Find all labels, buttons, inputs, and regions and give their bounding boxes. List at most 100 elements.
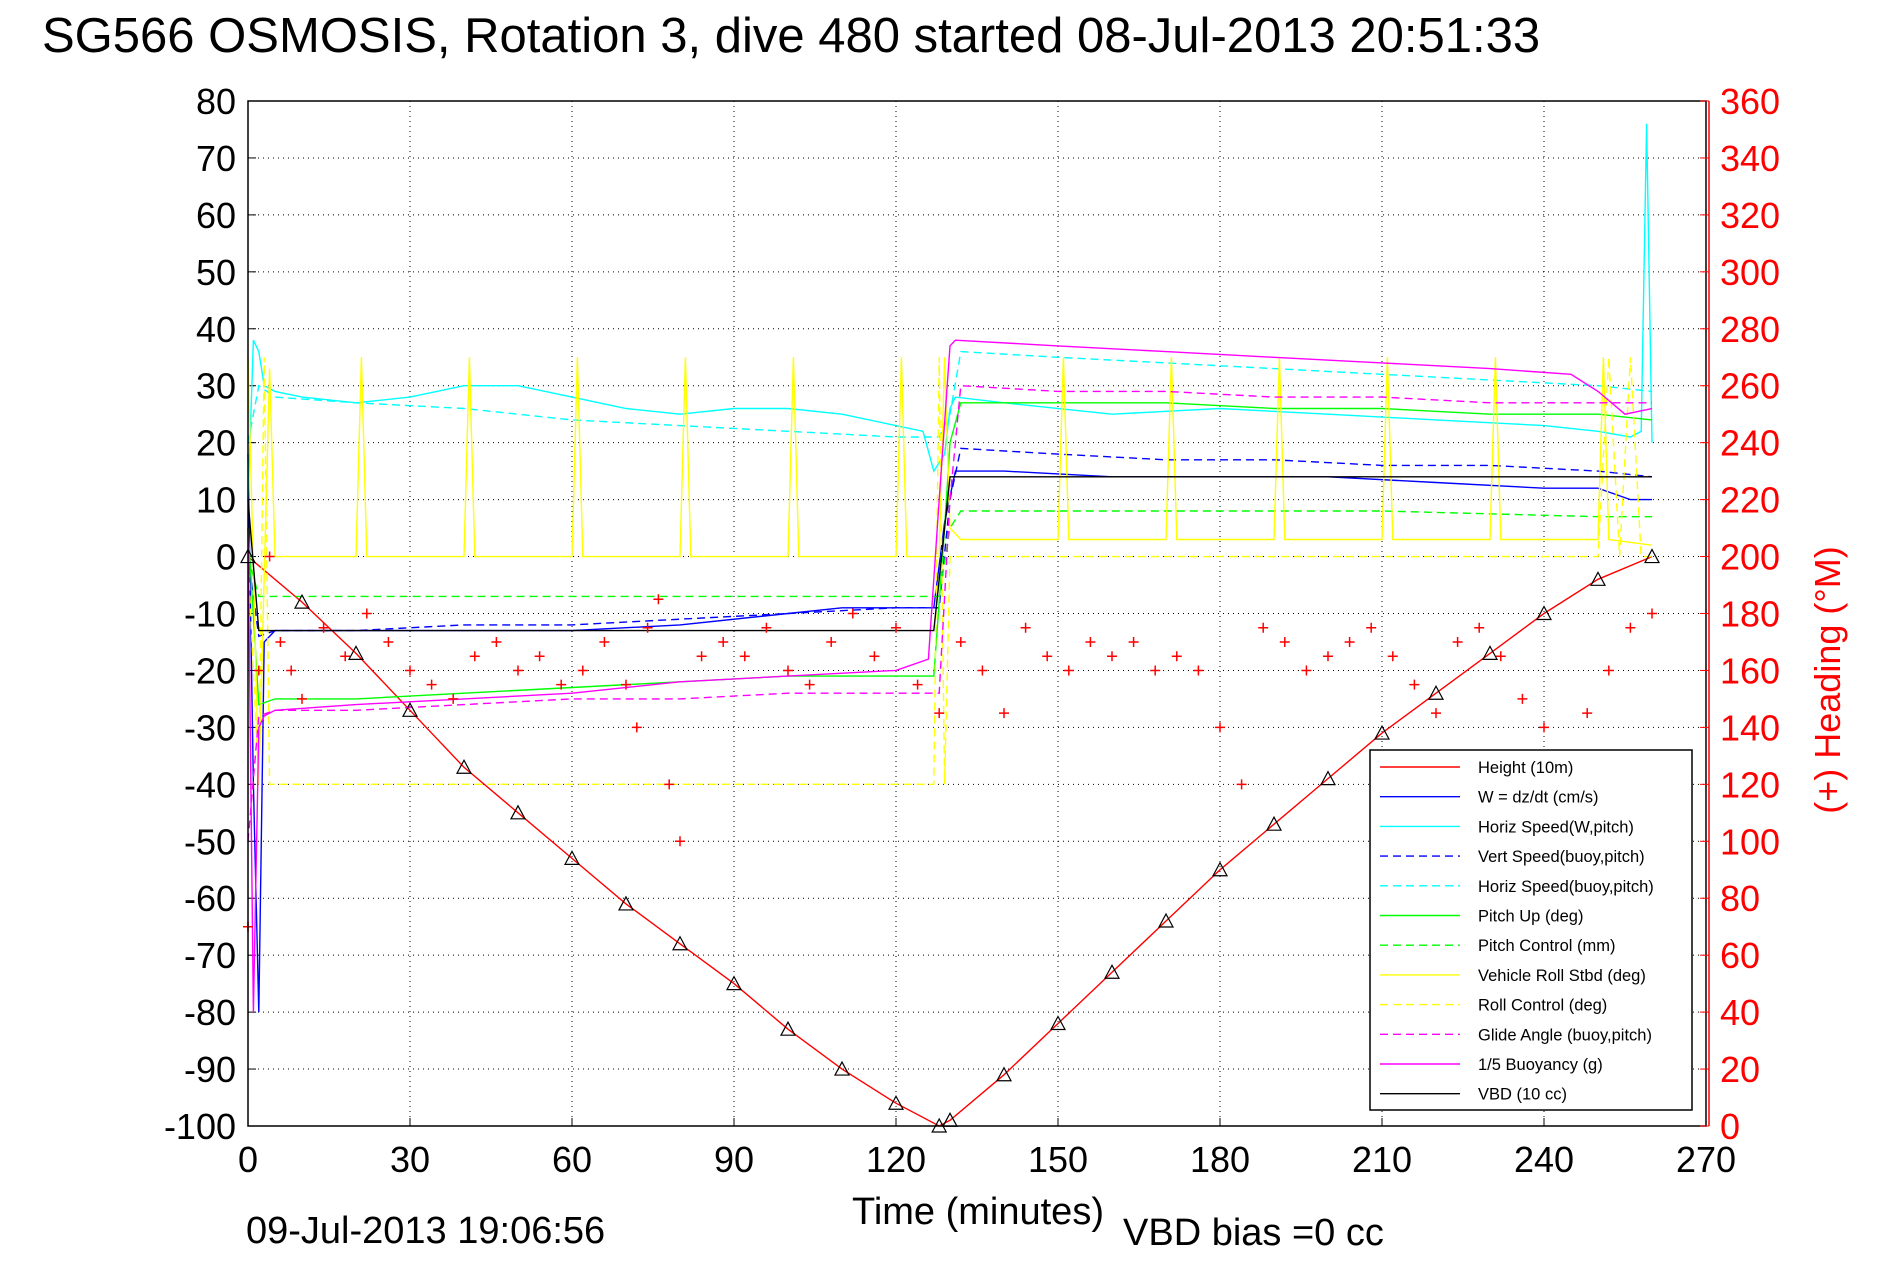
heading-point — [1193, 665, 1204, 676]
y2-tick-label: 100 — [1720, 821, 1780, 862]
y-tick-label: -70 — [184, 935, 236, 976]
depth-marker — [1157, 912, 1175, 928]
series-line-2 — [247, 123, 1653, 500]
depth-marker — [887, 1094, 905, 1110]
y-tick-label: -10 — [184, 594, 236, 635]
depth-marker — [347, 645, 365, 660]
x-tick-label: 30 — [390, 1139, 430, 1180]
series-line-8 — [247, 357, 1652, 785]
y2-tick-labels: 0 20 40 60 80 100 120 140 160 180 200 220 240 260 280 3… — [1700, 81, 1780, 1147]
heading-point — [718, 636, 729, 647]
heading-point — [1063, 665, 1074, 676]
series-line-6 — [247, 510, 1652, 598]
series-line-9 — [247, 384, 1652, 842]
legend-label: 1/5 Buoyancy (g) — [1478, 1056, 1603, 1074]
heading-point — [664, 779, 675, 790]
depth-marker — [1481, 645, 1499, 660]
heading-point — [977, 665, 988, 676]
heading-point — [599, 636, 610, 647]
heading-point — [912, 679, 923, 690]
heading-point — [1582, 708, 1593, 719]
heading-point — [556, 679, 567, 690]
legend: Height (10m) W = dz/dt (cm/s) Horiz Speed(… — [1369, 749, 1693, 1111]
heading-point — [1474, 622, 1485, 633]
series-line-5 — [247, 402, 1653, 706]
y2-tick-label: 280 — [1720, 309, 1780, 350]
y2-tick-label: 80 — [1720, 878, 1760, 919]
y2-tick-label: 0 — [1720, 1106, 1740, 1147]
heading-point — [426, 679, 437, 690]
heading-point — [739, 651, 750, 662]
series-line-3 — [247, 447, 1653, 638]
y-tick-label: -100 — [164, 1106, 236, 1147]
y-tick-label: 80 — [196, 81, 236, 122]
depth-marker — [1319, 770, 1337, 786]
depth-marker — [1211, 861, 1229, 877]
x-tick-label: 240 — [1514, 1139, 1574, 1180]
y-tick-label: -80 — [184, 992, 236, 1033]
depth-marker — [509, 804, 527, 820]
depth-marker — [1265, 815, 1283, 831]
heading-point — [1107, 651, 1117, 662]
y2-tick-label: 40 — [1720, 992, 1760, 1033]
heading-point — [1517, 693, 1528, 704]
x-tick-label: 120 — [866, 1139, 926, 1180]
legend-label: W = dz/dt (cm/s) — [1478, 789, 1599, 807]
heading-point — [1279, 636, 1290, 647]
y2-tick-label: 340 — [1720, 138, 1780, 179]
heading-point — [783, 665, 793, 676]
y2-tick-label: 140 — [1720, 707, 1780, 748]
y2-tick-label: 180 — [1720, 594, 1780, 635]
heading-point — [340, 651, 351, 662]
y-tick-labels: -100-90-80-70-60-50-40-30-20-10010203040… — [164, 81, 236, 1147]
x-tick-label: 210 — [1352, 1139, 1412, 1180]
heading-point — [1603, 665, 1614, 676]
heading-point — [1344, 636, 1355, 647]
heading-point — [869, 651, 880, 662]
heading-point — [631, 722, 642, 733]
heading-point — [955, 636, 966, 647]
depth-marker — [1103, 963, 1121, 979]
depth-marker — [1373, 724, 1391, 740]
legend-label: VBD (10 cc) — [1478, 1086, 1567, 1104]
y-tick-label: -20 — [184, 650, 236, 691]
legend-label: Horiz Speed(W,pitch) — [1478, 818, 1634, 836]
heading-point — [448, 693, 459, 704]
plot-timestamp: 09-Jul-2013 19:06:56 — [246, 1210, 606, 1252]
heading-point — [1452, 636, 1463, 647]
legend-label: Horiz Speed(buoy,pitch) — [1478, 878, 1654, 896]
legend-label: Vehicle Roll Stbd (deg) — [1478, 967, 1646, 985]
x-axis-label: Time (minutes) — [852, 1191, 1104, 1233]
heading-point — [318, 622, 329, 633]
heading-point — [253, 665, 264, 676]
depth-marker — [1427, 684, 1445, 700]
legend-label: Roll Control (deg) — [1478, 997, 1607, 1015]
heading-point — [1647, 608, 1657, 619]
heading-point — [653, 594, 664, 605]
heading-point — [534, 651, 545, 662]
heading-point — [1258, 622, 1269, 633]
depth-marker — [725, 975, 743, 991]
depth-marker — [1535, 605, 1553, 621]
y-tick-label: -90 — [184, 1049, 236, 1090]
legend-label: Glide Angle (buoy,pitch) — [1478, 1026, 1652, 1044]
heading-point — [804, 679, 815, 690]
heading-markers — [243, 551, 1657, 932]
depth-marker — [293, 593, 311, 609]
heading-point — [469, 651, 480, 662]
y-tick-label: 40 — [196, 309, 236, 350]
heading-point — [1625, 622, 1636, 633]
y2-tick-label: 160 — [1720, 650, 1780, 691]
depth-marker — [1589, 571, 1607, 586]
heading-point — [826, 636, 837, 647]
series-line-11 — [247, 476, 1652, 632]
x-tick-label: 60 — [552, 1139, 592, 1180]
depth-marker — [1643, 548, 1661, 564]
y-tick-label: 20 — [196, 423, 236, 464]
y2-tick-label: 240 — [1720, 423, 1780, 464]
heading-point — [1042, 651, 1053, 662]
heading-point — [1323, 651, 1333, 662]
heading-point — [1539, 722, 1549, 733]
x-tick-labels: 0 30 60 90 120 150 180 210 240 270 — [238, 1139, 1736, 1180]
heading-point — [1366, 622, 1377, 633]
